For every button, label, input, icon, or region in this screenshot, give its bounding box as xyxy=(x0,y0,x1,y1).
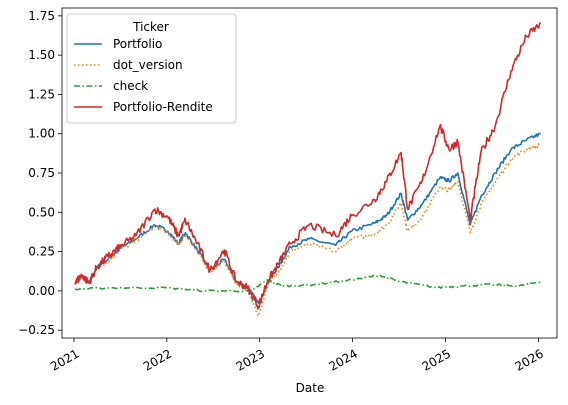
y-axis: −0.25 0.00 0.25 0.50 0.75 1.00 1.25 1.50 1.75 xyxy=(18,9,62,337)
x-axis-title: Date xyxy=(296,381,325,395)
series-line-portfolio-rendite xyxy=(74,22,542,310)
series-line-portfolio xyxy=(74,132,541,305)
legend-label: Portfolio xyxy=(113,37,162,51)
legend-frame xyxy=(66,13,237,124)
y-tick-label: 0.00 xyxy=(28,284,55,298)
legend: Ticker Portfoliodot_versioncheckPortfoli… xyxy=(66,13,237,124)
y-tick-label: 1.00 xyxy=(28,127,55,141)
y-tick-label: −0.25 xyxy=(18,323,55,337)
legend-label: check xyxy=(113,79,148,93)
legend-label: dot_version xyxy=(113,58,183,72)
y-tick-label: 0.25 xyxy=(28,245,55,259)
y-tick-label: 1.25 xyxy=(28,87,55,101)
legend-title: Ticker xyxy=(132,20,169,34)
series-line-check xyxy=(74,274,542,293)
y-tick-label: 0.75 xyxy=(28,166,55,180)
y-tick-label: 0.50 xyxy=(28,205,55,219)
legend-label: Portfolio-Rendite xyxy=(113,100,213,114)
series-line-dot-version xyxy=(74,143,541,317)
y-tick-label: 1.50 xyxy=(28,48,55,62)
y-tick-label: 1.75 xyxy=(28,9,55,23)
series-layer xyxy=(74,22,542,317)
